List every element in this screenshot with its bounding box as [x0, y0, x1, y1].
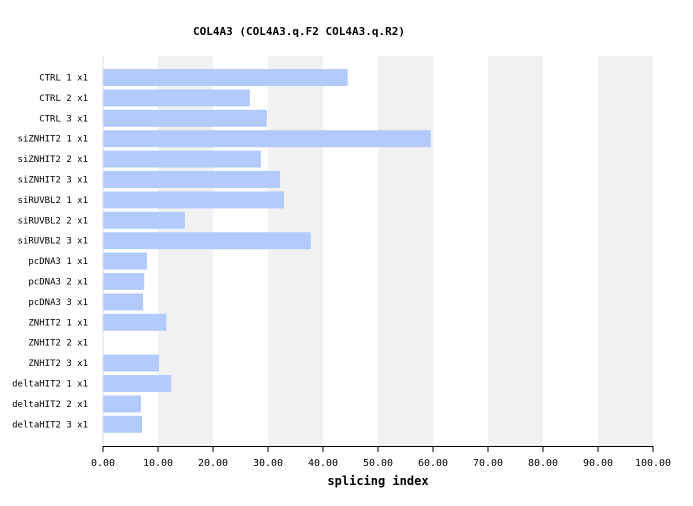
- grid-band: [598, 56, 653, 446]
- bar[interactable]: [103, 395, 141, 413]
- category-label: siZNHIT2 1 x1: [18, 135, 88, 145]
- bar[interactable]: [103, 375, 172, 392]
- bar[interactable]: [103, 69, 348, 86]
- category-label: siZNHIT2 3 x1: [18, 176, 88, 186]
- bar[interactable]: [103, 130, 431, 148]
- x-tick-label: 30.00: [253, 458, 283, 469]
- category-label: ZNHIT2 3 x1: [28, 359, 88, 369]
- category-label: deltaHIT2 1 x1: [12, 380, 88, 390]
- x-tick-label: 50.00: [363, 458, 393, 469]
- x-tick-label: 60.00: [418, 458, 448, 469]
- x-tick-label: 80.00: [528, 458, 558, 469]
- category-label: pcDNA3 2 x1: [28, 278, 88, 288]
- category-label: siRUVBL2 2 x1: [18, 216, 88, 226]
- category-label: CTRL 1 x1: [39, 74, 88, 84]
- bar[interactable]: [103, 89, 250, 107]
- bar[interactable]: [103, 211, 185, 229]
- x-axis-label: splicing index: [327, 474, 428, 488]
- x-tick-label: 10.00: [143, 458, 173, 469]
- bar[interactable]: [103, 150, 261, 168]
- category-label: siRUVBL2 1 x1: [18, 196, 88, 206]
- grid-band: [488, 56, 543, 446]
- x-tick-label: 100.00: [635, 458, 671, 469]
- bar[interactable]: [103, 191, 284, 209]
- bar[interactable]: [103, 415, 143, 433]
- category-label: pcDNA3 1 x1: [28, 257, 88, 267]
- grid-band: [378, 56, 433, 446]
- category-label: siRUVBL2 3 x1: [18, 237, 88, 247]
- bar[interactable]: [103, 171, 281, 188]
- x-tick-label: 0.00: [91, 458, 115, 469]
- bar[interactable]: [103, 109, 267, 127]
- x-tick-label: 70.00: [473, 458, 503, 469]
- bar[interactable]: [103, 354, 160, 372]
- category-label: ZNHIT2 2 x1: [28, 339, 88, 349]
- x-tick-label: 20.00: [198, 458, 228, 469]
- grid-band: [268, 56, 323, 446]
- category-label: siZNHIT2 2 x1: [18, 155, 88, 165]
- category-label: deltaHIT2 3 x1: [12, 420, 88, 430]
- category-label: CTRL 3 x1: [39, 114, 88, 124]
- bar[interactable]: [103, 232, 311, 250]
- category-label: CTRL 2 x1: [39, 94, 88, 104]
- category-label: pcDNA3 3 x1: [28, 298, 88, 308]
- category-label: deltaHIT2 2 x1: [12, 400, 88, 410]
- bar[interactable]: [103, 293, 144, 311]
- x-tick-label: 90.00: [583, 458, 613, 469]
- bar[interactable]: [103, 273, 145, 290]
- x-tick-label: 40.00: [308, 458, 338, 469]
- category-label: ZNHIT2 1 x1: [28, 318, 88, 328]
- chart-title: COL4A3 (COL4A3.q.F2 COL4A3.q.R2): [193, 25, 405, 38]
- bar[interactable]: [103, 313, 167, 331]
- bar[interactable]: [103, 252, 147, 270]
